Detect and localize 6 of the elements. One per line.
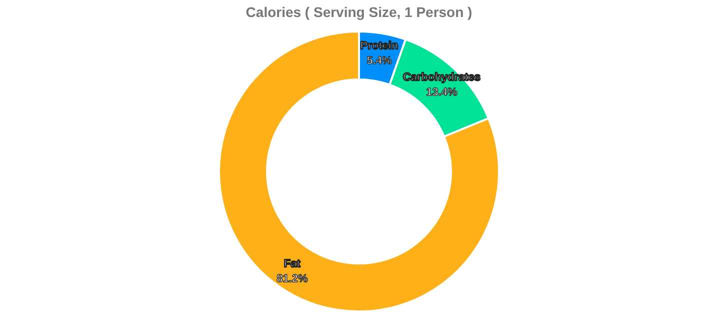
slice-label: Fat — [284, 258, 301, 270]
data-label: 81.2% — [276, 273, 308, 286]
data-label: 5.4% — [366, 55, 392, 68]
slice-label: Protein — [360, 40, 398, 52]
chart-title: Calories ( Serving Size, 1 Person ) — [246, 4, 472, 20]
data-label: 13.4% — [426, 86, 458, 99]
